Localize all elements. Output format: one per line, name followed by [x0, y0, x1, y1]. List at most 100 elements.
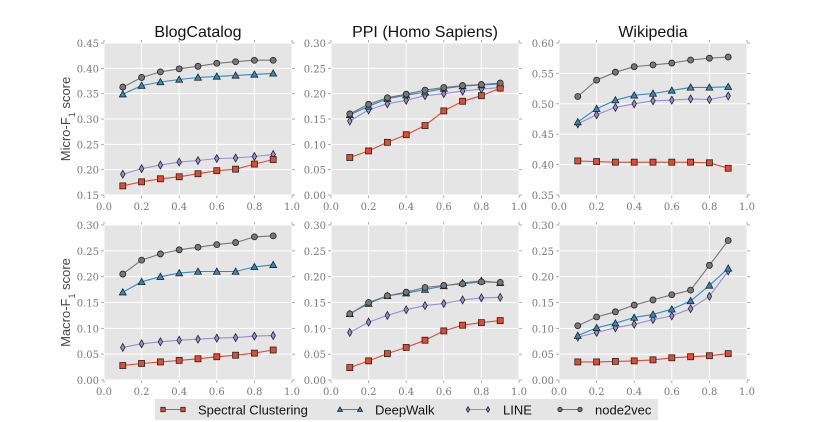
- plot-area: [559, 43, 747, 195]
- data-point-deepwalk: [156, 77, 165, 86]
- data-point-spectral-clustering: [440, 327, 448, 335]
- legend-item-node2vec: node2vec: [557, 403, 652, 418]
- data-point-node2vec: [402, 288, 410, 296]
- data-point-line: [347, 116, 353, 126]
- y-tick-label: 0.20: [304, 273, 326, 284]
- y-tick-label: 0.55: [532, 69, 554, 80]
- series-spectral-clustering: [119, 156, 277, 190]
- y-tick-label: 0.40: [77, 64, 99, 75]
- data-point-spectral-clustering: [365, 357, 373, 365]
- data-point-spectral-clustering: [250, 349, 258, 357]
- data-point-spectral-clustering: [477, 92, 485, 100]
- data-point-spectral-clustering: [649, 356, 657, 364]
- data-point-line: [176, 157, 182, 167]
- y-tick-label: 0.50: [532, 100, 554, 111]
- series-node2vec: [346, 79, 504, 118]
- data-point-spectral-clustering: [421, 336, 429, 344]
- legend-marker-triangle: [356, 406, 364, 412]
- data-point-deepwalk: [250, 70, 259, 78]
- x-tick-label: 0.4: [398, 202, 414, 213]
- data-point-line: [650, 96, 656, 106]
- data-point-node2vec: [119, 270, 127, 278]
- data-point-line: [631, 99, 637, 109]
- data-point-deepwalk: [156, 272, 165, 280]
- data-point-node2vec: [574, 93, 582, 100]
- y-tick-label: 0.05: [304, 350, 326, 361]
- x-tick-label: 1.0: [739, 202, 755, 213]
- y-tick-label: 0.30: [304, 221, 326, 232]
- series-node2vec: [574, 53, 732, 100]
- x-tick-label: 0.6: [664, 202, 680, 213]
- data-point-spectral-clustering: [574, 358, 582, 366]
- series-line: [347, 292, 503, 338]
- data-point-node2vec: [724, 237, 732, 244]
- data-point-line: [497, 292, 503, 303]
- data-point-spectral-clustering: [477, 319, 485, 327]
- y-tick-label: 0.00: [532, 376, 554, 387]
- x-tick-label: 0.6: [209, 202, 225, 213]
- subplot-3: 0.0 0.2 0.4 0.6 0.8 1.0 0.35 0.40 0.45 0.50 0.55 0.…: [532, 24, 755, 213]
- data-point-node2vec: [612, 308, 619, 316]
- data-point-spectral-clustering: [687, 353, 694, 361]
- data-point-deepwalk: [118, 89, 127, 98]
- data-point-line: [157, 337, 164, 347]
- data-point-line: [631, 319, 637, 329]
- subplot-title: PPI (Homo Sapiens): [352, 24, 498, 41]
- data-point-deepwalk: [231, 71, 240, 79]
- y-tick-label: 0.30: [304, 39, 326, 50]
- data-point-node2vec: [687, 56, 694, 64]
- data-point-deepwalk: [724, 82, 733, 90]
- data-point-spectral-clustering: [459, 97, 467, 105]
- x-tick-label: 0.6: [209, 387, 225, 398]
- data-point-node2vec: [250, 56, 258, 64]
- data-point-node2vec: [421, 284, 429, 291]
- data-point-deepwalk: [705, 281, 714, 289]
- x-tick-label: 1.0: [284, 202, 300, 213]
- data-point-node2vec: [421, 86, 429, 94]
- legend-marker-circle: [577, 406, 583, 413]
- data-point-spectral-clustering: [724, 350, 732, 358]
- data-point-node2vec: [383, 292, 391, 300]
- x-tick-label: 0.0: [96, 387, 112, 398]
- y-tick-label: 0.05: [304, 166, 326, 177]
- data-point-line: [232, 153, 239, 163]
- series-node2vec: [346, 278, 504, 318]
- data-point-node2vec: [477, 81, 485, 88]
- data-point-node2vec: [194, 62, 202, 70]
- data-point-line: [365, 317, 372, 327]
- x-tick-label: 0.2: [361, 202, 377, 213]
- data-point-line: [422, 300, 428, 311]
- legend: Spectral Clustering DeepWalk LINE node2vec: [155, 399, 658, 420]
- data-point-deepwalk: [269, 69, 278, 77]
- data-point-spectral-clustering: [213, 353, 221, 361]
- data-point-spectral-clustering: [421, 122, 429, 129]
- data-point-node2vec: [630, 301, 638, 309]
- data-point-spectral-clustering: [138, 178, 146, 186]
- data-point-node2vec: [232, 239, 240, 246]
- data-point-spectral-clustering: [232, 165, 240, 173]
- data-point-deepwalk: [193, 267, 203, 275]
- data-point-node2vec: [119, 83, 127, 91]
- data-point-line: [725, 91, 731, 101]
- data-point-node2vec: [496, 79, 504, 87]
- data-point-spectral-clustering: [574, 157, 582, 165]
- y-tick-label: 0.15: [304, 299, 326, 310]
- y-tick-label: 0.20: [77, 273, 99, 284]
- y-tick-label: 0.15: [77, 191, 99, 202]
- data-point-node2vec: [383, 94, 391, 102]
- data-point-node2vec: [175, 65, 183, 73]
- data-point-line: [403, 95, 409, 105]
- data-point-spectral-clustering: [269, 156, 277, 163]
- data-point-spectral-clustering: [724, 164, 732, 172]
- data-point-line: [687, 94, 694, 104]
- data-point-node2vec: [250, 233, 258, 241]
- legend-marker-diamond: [465, 405, 471, 414]
- data-point-line: [612, 102, 619, 113]
- data-point-line: [138, 339, 145, 349]
- data-point-line: [120, 342, 126, 353]
- data-point-deepwalk: [573, 331, 582, 339]
- data-point-deepwalk: [231, 267, 240, 275]
- y-tick-label: 0.30: [532, 221, 554, 232]
- data-point-deepwalk: [611, 318, 620, 327]
- y-tick-label: 0.20: [304, 90, 326, 101]
